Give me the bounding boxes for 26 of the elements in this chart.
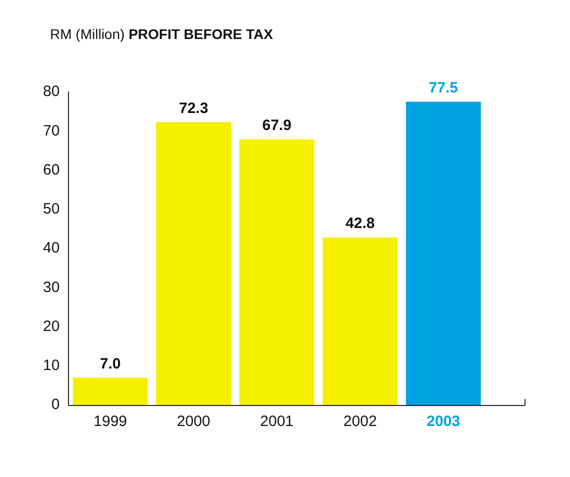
x-tick-label: 2002 [343,413,377,430]
data-label: 42.8 [346,215,375,232]
data-label: 72.3 [178,100,208,117]
bar [322,238,398,405]
y-tick-label: 40 [42,240,60,257]
y-tick-label: 0 [51,396,60,414]
y-tick-label: 60 [42,161,60,178]
y-tick-label: 10 [42,357,60,374]
x-tick-label: 2000 [176,413,210,430]
y-tick-label: 70 [42,122,60,140]
data-label: 77.5 [428,79,458,96]
y-tick-label: 20 [42,318,60,335]
bar [239,139,314,405]
data-label: 7.0 [100,355,121,372]
bar [406,102,481,405]
x-tick-label: 2003 [426,413,460,430]
y-tick-label: 50 [42,200,60,218]
x-tick-label: 1999 [94,413,128,430]
bar [72,378,148,405]
y-tick-label: 80 [42,83,60,100]
data-label: 67.9 [262,116,292,134]
y-axis-title: RM (Million) [50,26,125,42]
y-tick-label: 30 [42,278,60,296]
bar [156,122,232,405]
x-tick-label: 2001 [260,413,294,430]
chart-title: PROFIT BEFORE TAX [128,26,273,42]
